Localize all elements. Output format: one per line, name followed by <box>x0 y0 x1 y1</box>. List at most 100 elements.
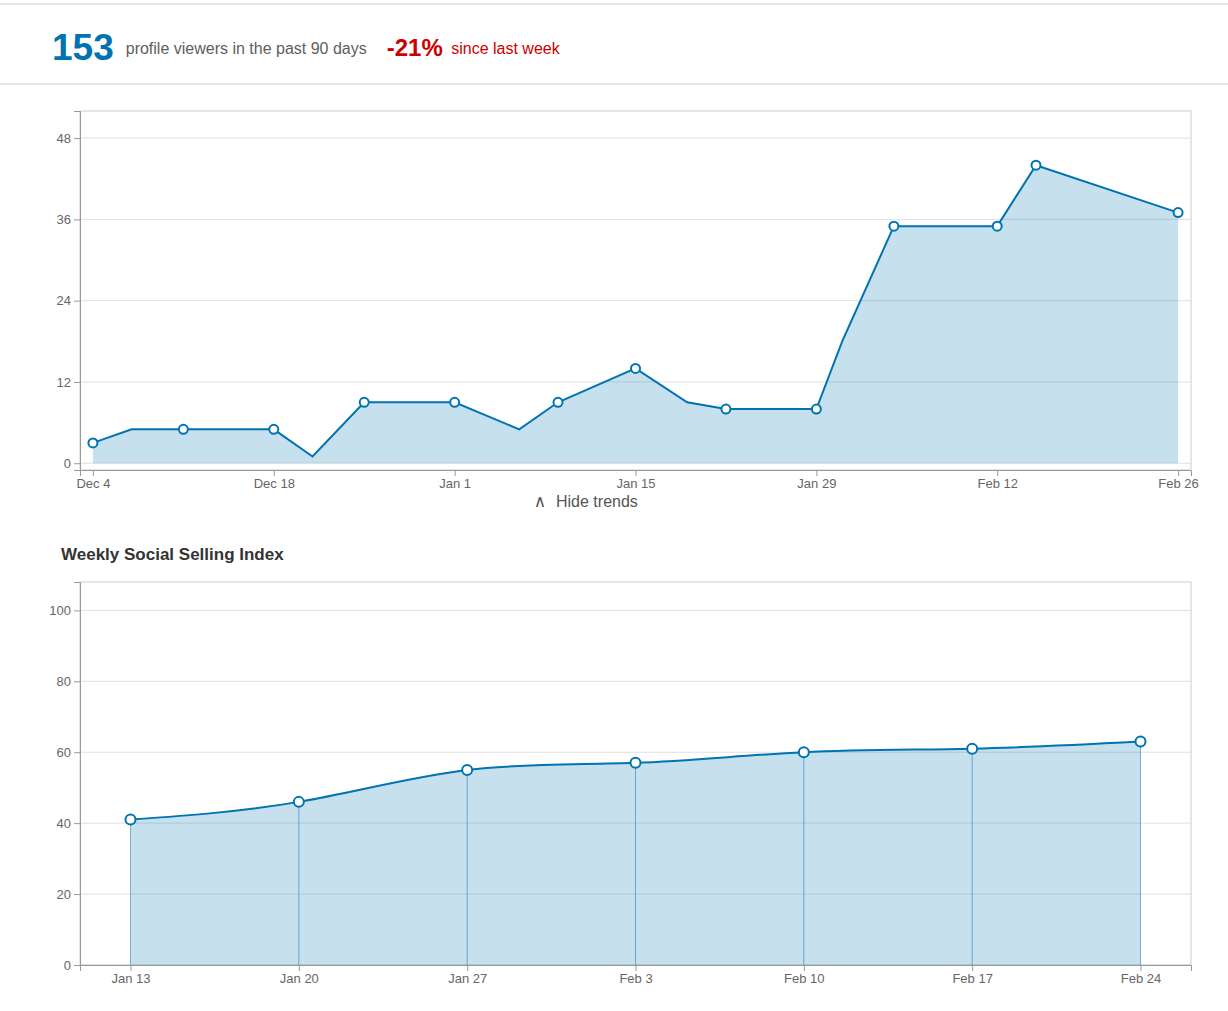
header-change-suffix: since last week <box>447 40 561 57</box>
marker <box>553 398 562 407</box>
drop-line <box>298 802 299 965</box>
x-tick-mark <box>816 470 817 476</box>
y-tick-label: 36 <box>57 212 71 227</box>
markers <box>88 161 1182 448</box>
marker <box>294 797 304 807</box>
x-tick-label: Feb 26 <box>1158 476 1198 491</box>
x-tick-label: Jan 1 <box>439 476 471 491</box>
y-axis-line <box>74 112 81 471</box>
y-tick: 24 <box>57 293 80 308</box>
markers <box>126 737 1146 825</box>
marker <box>360 398 369 407</box>
y-tick-mark <box>74 752 80 753</box>
x-tick-mark <box>455 470 456 476</box>
x-tick: Feb 12 <box>977 470 1017 491</box>
x-axis-line <box>81 966 1192 972</box>
x-tick-mark <box>997 470 998 476</box>
plot-frame <box>80 111 1191 470</box>
marker <box>799 747 809 757</box>
x-tick-mark <box>274 470 275 476</box>
marker <box>462 765 472 775</box>
x-tick: Jan 15 <box>616 470 655 491</box>
marker <box>721 405 730 414</box>
x-tick: Jan 29 <box>797 470 836 491</box>
y-tick: 36 <box>57 212 80 227</box>
x-tick-mark <box>93 470 94 476</box>
marker <box>631 364 640 373</box>
header-number: 153 <box>52 27 114 68</box>
y-tick: 40 <box>57 816 80 831</box>
grid-line <box>80 138 1191 139</box>
y-tick: 100 <box>49 603 80 618</box>
marker <box>179 425 188 434</box>
y-tick-mark <box>74 219 80 220</box>
header-change: -21% <box>387 34 443 61</box>
drop-line <box>803 752 804 965</box>
x-tick-mark <box>804 965 805 971</box>
drop-line <box>635 763 636 965</box>
drop-line <box>1140 742 1141 965</box>
marker <box>1136 737 1146 747</box>
x-tick: Dec 18 <box>254 470 295 491</box>
hide-trends: Hide trends <box>556 493 638 510</box>
x-tick-label: Jan 29 <box>797 476 836 491</box>
x-tick-label: Feb 24 <box>1121 971 1161 986</box>
marker <box>631 758 641 768</box>
y-axis: 020406080100 <box>49 583 80 973</box>
marker <box>1174 208 1183 217</box>
drop-line <box>467 770 468 965</box>
y-tick-mark <box>74 965 80 966</box>
x-tick: Dec 4 <box>76 470 110 491</box>
separator <box>0 84 1228 85</box>
x-tick: Jan 1 <box>439 470 471 491</box>
y-tick-label: 48 <box>57 131 71 146</box>
x-tick-label: Feb 17 <box>952 971 992 986</box>
trends-toggle: ∧ Hide trends <box>534 492 638 511</box>
y-tick: 12 <box>57 375 80 390</box>
x-tick-label: Feb 10 <box>784 971 824 986</box>
x-tick-label: Jan 27 <box>448 971 487 986</box>
x-tick-label: Jan 15 <box>616 476 655 491</box>
y-tick-mark <box>74 681 80 682</box>
drop-line <box>972 749 973 965</box>
y-tick-label: 0 <box>64 958 71 973</box>
x-tick-mark <box>1178 470 1179 476</box>
separator <box>0 4 1228 5</box>
x-tick: Feb 10 <box>784 965 824 986</box>
grid-line <box>80 610 1191 611</box>
area <box>131 742 1141 965</box>
x-tick-label: Dec 4 <box>76 476 110 491</box>
marker <box>126 815 136 825</box>
caret: ∧ <box>534 492 546 511</box>
x-tick: Feb 17 <box>952 965 992 986</box>
page: 153profile viewers in the past 90 days-2… <box>0 0 1228 1011</box>
drop-line <box>130 820 131 965</box>
x-tick-mark <box>636 470 637 476</box>
drop-lines <box>131 742 1141 965</box>
x-tick-mark <box>131 965 132 971</box>
x-tick: Feb 3 <box>619 965 652 986</box>
y-axis-line <box>74 583 81 966</box>
area <box>93 165 1178 463</box>
y-tick-label: 80 <box>57 674 71 689</box>
y-tick: 60 <box>57 745 80 760</box>
y-tick-mark <box>74 823 80 824</box>
header: 153profile viewers in the past 90 days-2… <box>0 4 1228 84</box>
x-axis: Jan 13Jan 20Jan 27Feb 3Feb 10Feb 17Feb 2… <box>81 965 1192 986</box>
y-tick: 48 <box>57 131 80 146</box>
line <box>93 165 1178 456</box>
marker <box>1031 161 1040 170</box>
y-tick: 0 <box>64 958 80 973</box>
y-tick: 0 <box>64 456 80 471</box>
marker <box>269 425 278 434</box>
y-tick-label: 0 <box>64 456 71 471</box>
y-tick-label: 24 <box>57 293 71 308</box>
x-tick-mark <box>299 965 300 971</box>
marker <box>889 222 898 231</box>
x-tick-mark <box>467 965 468 971</box>
y-tick-label: 40 <box>57 816 71 831</box>
y-tick-mark <box>74 382 80 383</box>
chart: Dec 4 Dec 18 Jan 1 Jan 15 Jan 29 Feb 12 Feb 26… <box>57 111 1199 491</box>
x-tick: Jan 27 <box>448 965 487 986</box>
y-tick-label: 100 <box>49 603 71 618</box>
